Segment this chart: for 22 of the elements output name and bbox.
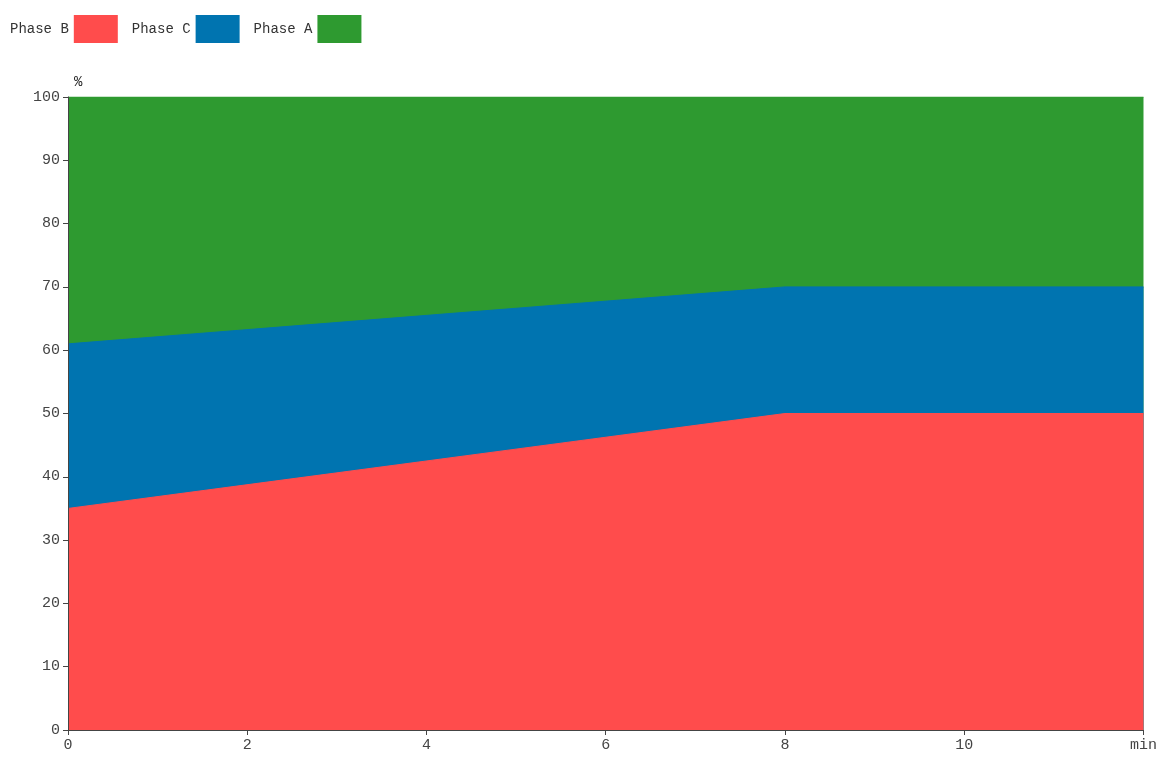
y-tick-label: 60 bbox=[41, 341, 60, 359]
legend-label: Phase C bbox=[131, 21, 191, 37]
y-tick-label: 100 bbox=[32, 88, 60, 106]
x-tick-label: 2 bbox=[242, 737, 252, 754]
y-tick-label: 0 bbox=[50, 721, 60, 739]
y-tick-label: 90 bbox=[41, 151, 60, 169]
y-tick-label: 70 bbox=[41, 278, 60, 296]
x-tick-label: 10 bbox=[955, 737, 974, 754]
x-tick-label: 6 bbox=[601, 737, 611, 754]
legend-label: Phase A bbox=[253, 21, 314, 37]
y-tick-label: 40 bbox=[41, 468, 60, 486]
y-tick-label: 50 bbox=[41, 405, 60, 422]
y-tick-label: 10 bbox=[41, 658, 60, 676]
y-tick-label: 80 bbox=[41, 215, 60, 233]
x-tick-label: 0 bbox=[63, 737, 73, 754]
legend-label: Phase B bbox=[10, 21, 69, 37]
x-tick-label: 4 bbox=[421, 737, 432, 754]
y-tick-label: 30 bbox=[41, 531, 60, 549]
y-tick-label: 20 bbox=[41, 594, 60, 612]
y-axis-title: % bbox=[74, 74, 83, 90]
x-tick-label: min bbox=[1129, 737, 1158, 754]
x-tick-label: 8 bbox=[780, 737, 790, 754]
